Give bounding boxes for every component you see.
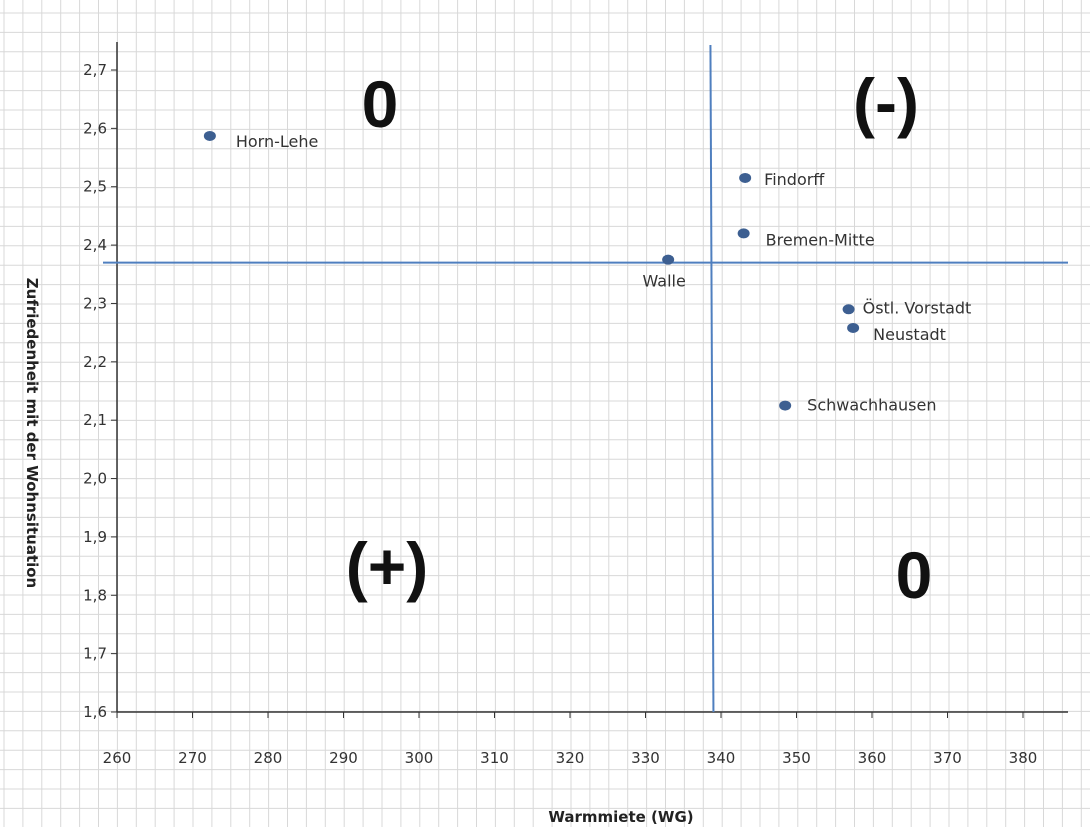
data-point-label: Östl. Vorstadt [863,298,972,317]
x-tick-label: 330 [631,749,660,767]
data-point-label: Bremen-Mitte [766,230,875,249]
quadrant-labels: 0 (-) (+) 0 [346,65,933,612]
data-point-label: Walle [642,272,685,291]
y-axis-title: Zufriedenheit mit der Wohnsituation [23,278,41,588]
y-tick-label: 2,4 [83,236,107,254]
y-tick-label: 2,1 [83,411,107,429]
y-tick-label: 1,8 [83,586,107,604]
x-tick-label: 350 [782,749,811,767]
x-tick-label: 340 [707,749,736,767]
x-tick-label: 370 [933,749,962,767]
data-point [737,228,750,239]
y-tick-label: 2,0 [83,470,107,488]
data-points: Horn-Lehe Findorff Bremen-Mitte Walle Östl. … [203,130,972,415]
x-tick-label: 280 [254,749,283,767]
data-point-label: Schwachhausen [807,396,936,415]
reference-lines [103,44,1068,713]
data-point-label: Findorff [764,170,825,189]
ticks: 260 270 280 290 300 310 320 330 340 350 360 370 380 1… [83,61,1037,767]
axes [116,42,1068,713]
x-tick-label: 310 [480,749,509,767]
x-tick-label: 260 [103,749,132,767]
x-tick-label: 360 [858,749,887,767]
data-point [779,400,792,411]
quadrant-label-top-right: (-) [853,65,919,139]
data-point [739,172,752,183]
x-axis-title: Warmmiete (WG) [548,808,693,826]
y-tick-label: 2,7 [83,61,107,79]
x-tick-label: 270 [178,749,207,767]
data-point [842,304,855,315]
y-tick-label: 2,5 [83,178,107,196]
y-tick-label: 2,6 [83,119,107,137]
x-tick-label: 380 [1009,749,1038,767]
quadrant-label-top-left: 0 [362,67,399,141]
data-point [662,254,675,265]
x-tick-label: 290 [329,749,358,767]
data-point [203,130,216,141]
x-tick-label: 320 [556,749,585,767]
quadrant-label-bottom-left: (+) [346,529,429,603]
y-tick-label: 1,7 [83,645,107,663]
reference-line-vertical [709,44,715,713]
data-point-label: Neustadt [873,325,946,344]
data-point-label: Horn-Lehe [236,132,318,151]
y-tick-label: 1,9 [83,528,107,546]
y-tick-label: 2,2 [83,353,107,371]
x-tick-label: 300 [405,749,434,767]
y-tick-label: 2,3 [83,294,107,312]
data-point [847,322,860,333]
y-tick-label: 1,6 [83,703,107,721]
quadrant-label-bottom-right: 0 [896,538,933,612]
